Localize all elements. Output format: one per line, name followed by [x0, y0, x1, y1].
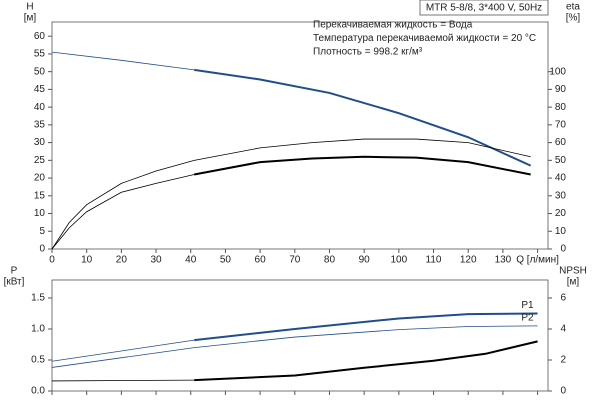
- curve: [51, 51, 195, 71]
- curve: [51, 339, 195, 362]
- y-axis-label: H: [26, 2, 33, 13]
- y2-axis-label: [м]: [567, 277, 580, 288]
- curve: [51, 174, 195, 250]
- x-tick-label: 120: [460, 255, 477, 266]
- curve: [194, 312, 538, 342]
- y-tick-label: 5: [39, 226, 45, 237]
- x-tick-label: 90: [359, 255, 371, 266]
- y-tick-label: 60: [34, 31, 46, 42]
- x-tick-label: 20: [116, 255, 128, 266]
- y2-axis-label: NPSH: [559, 266, 587, 277]
- y2-tick-label: 0: [560, 244, 566, 255]
- y2-axis-label: eta: [566, 2, 580, 13]
- y2-tick-label: 10: [555, 226, 567, 237]
- x-tick-label: 60: [255, 255, 267, 266]
- curve: [194, 340, 538, 382]
- annotation: Перекачиваемая жидкость = Вода: [313, 20, 473, 31]
- x-tick-label: 30: [150, 255, 162, 266]
- y2-tick-label: 2: [560, 355, 566, 366]
- y2-tick-label: 50: [555, 155, 567, 166]
- curve-label: P1: [521, 300, 534, 311]
- x-tick-label: 110: [426, 255, 442, 266]
- y2-tick-label: 20: [555, 208, 567, 219]
- curve: [51, 379, 195, 382]
- y-tick-label: 15: [34, 190, 46, 201]
- y2-tick-label: 100: [549, 66, 566, 77]
- y-tick-label: 35: [34, 120, 46, 131]
- curve: [194, 68, 532, 167]
- y-tick-label: 40: [34, 102, 46, 113]
- y2-tick-label: 60: [555, 137, 567, 148]
- y2-tick-label: 0: [560, 386, 566, 397]
- curve: [51, 325, 538, 368]
- x-tick-label: 130: [495, 255, 512, 266]
- y2-tick-label: 6: [560, 293, 566, 304]
- y-tick-label: 30: [34, 137, 46, 148]
- y-tick-label: 55: [34, 49, 46, 60]
- y-axis-label: P: [11, 266, 18, 277]
- y-tick-label: 0.0: [31, 386, 45, 397]
- y-axis-label: [кВт]: [4, 277, 25, 288]
- y-tick-label: 50: [34, 66, 46, 77]
- y2-tick-label: 70: [555, 120, 567, 131]
- y2-tick-label: 30: [555, 190, 567, 201]
- y2-tick-label: 40: [555, 173, 567, 184]
- x-tick-label: 10: [81, 255, 93, 266]
- y-tick-label: 20: [34, 173, 46, 184]
- curve-label: P2: [521, 313, 534, 324]
- x-tick-label: 0: [49, 255, 55, 266]
- chart-title: MTR 5-8/8, 3*400 V, 50Hz: [426, 3, 542, 14]
- x-tick-label: Q [л/мин]: [516, 255, 559, 266]
- plot-frame: [51, 21, 549, 250]
- y2-tick-label: 90: [555, 84, 567, 95]
- y-tick-label: 0.5: [31, 355, 45, 366]
- y-tick-label: 1.5: [31, 293, 45, 304]
- annotation: Плотность = 998.2 кг/м³: [313, 47, 423, 58]
- curve: [51, 138, 531, 250]
- x-tick-label: 50: [220, 255, 232, 266]
- y-tick-label: 10: [34, 208, 46, 219]
- x-tick-label: 80: [324, 255, 336, 266]
- y2-axis-label: [%]: [566, 13, 581, 24]
- y2-tick-label: 4: [560, 324, 566, 335]
- x-tick-label: 70: [289, 255, 301, 266]
- plot-frame: [51, 279, 549, 392]
- y-tick-label: 45: [34, 84, 46, 95]
- y-tick-label: 0: [39, 244, 45, 255]
- y2-tick-label: 80: [555, 102, 567, 113]
- x-tick-label: 100: [391, 255, 408, 266]
- y-axis-label: [м]: [24, 13, 37, 24]
- y-tick-label: 25: [34, 155, 46, 166]
- annotation: Температура перекачиваемой жидкости = 20…: [313, 33, 536, 44]
- x-tick-label: 40: [185, 255, 197, 266]
- title-box: [419, 0, 549, 16]
- curve: [194, 155, 531, 176]
- y-tick-label: 1.0: [31, 324, 45, 335]
